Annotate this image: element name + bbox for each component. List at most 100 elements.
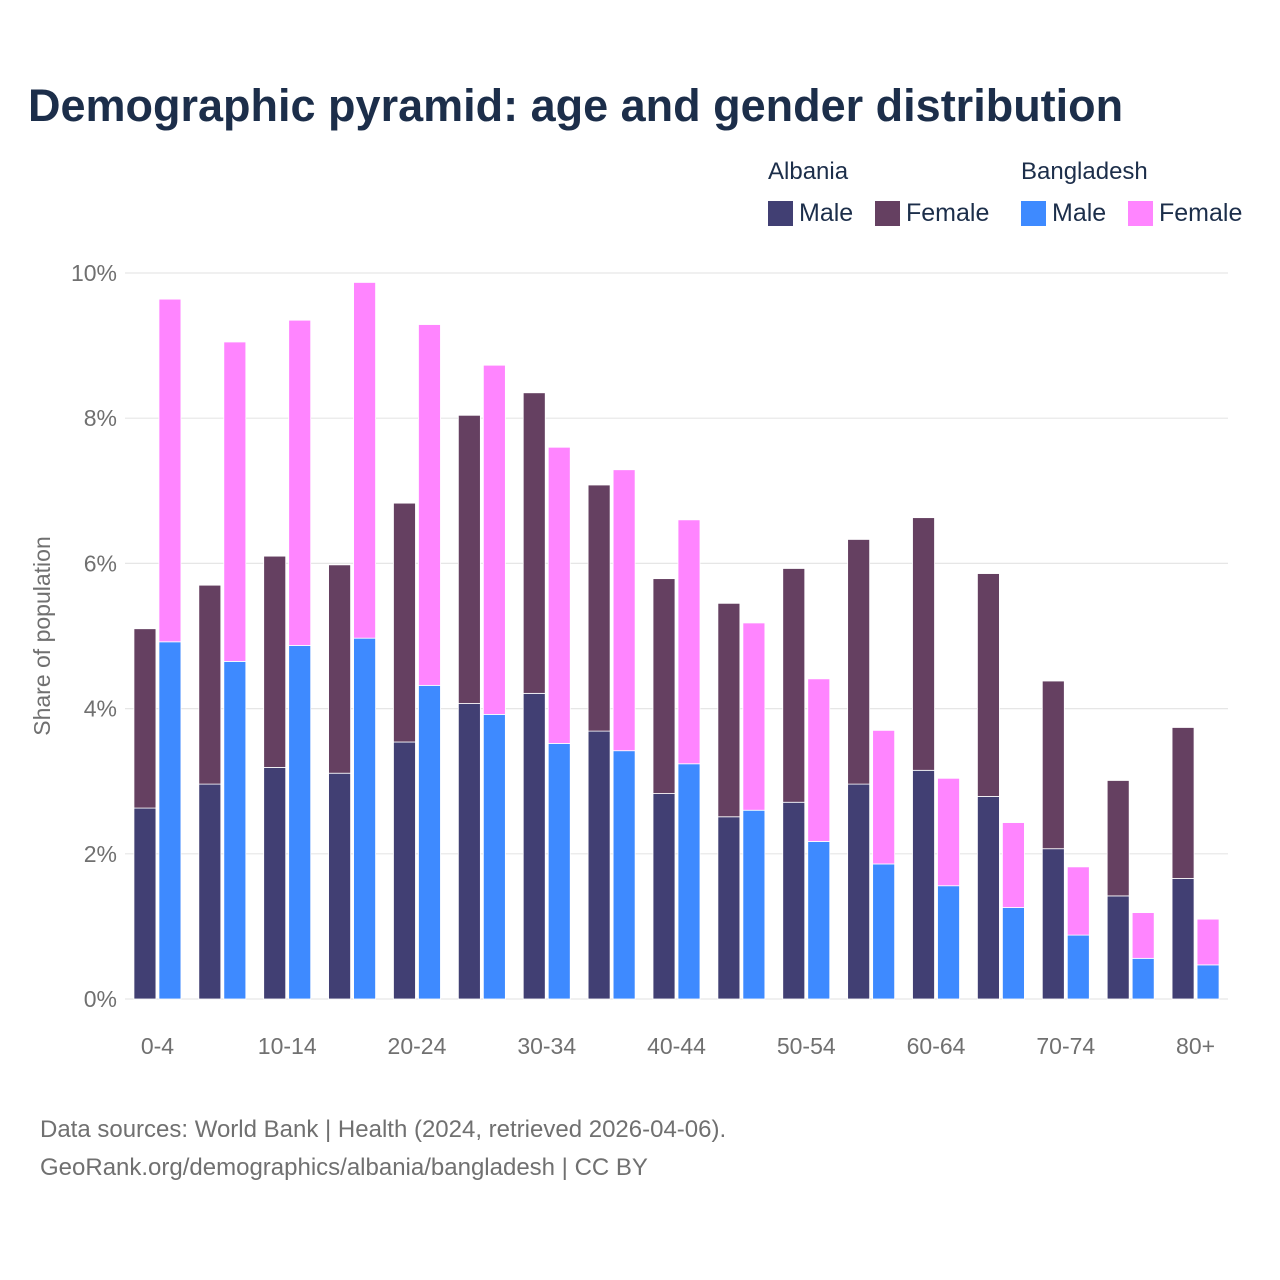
bar-bangladesh-female-70-74[interactable]	[1066, 866, 1090, 936]
bar-albania-male-75-79[interactable]	[1106, 895, 1130, 1000]
bar-albania-female-30-34[interactable]	[522, 392, 546, 694]
bar-albania-female-80plus[interactable]	[1171, 727, 1195, 879]
bar-albania-female-35-39[interactable]	[587, 484, 611, 732]
bar-bangladesh-male-0-4[interactable]	[158, 641, 182, 1000]
bar-albania-female-65-69[interactable]	[977, 573, 1000, 797]
x-tick-label: 20-24	[388, 1033, 447, 1059]
bar-bangladesh-female-20-24[interactable]	[418, 324, 441, 686]
y-axis-label: Share of population	[29, 536, 55, 736]
bar-albania-male-35-39[interactable]	[587, 730, 611, 1000]
legend-swatch-albania-female	[875, 200, 900, 226]
bar-albania-female-70-74[interactable]	[1041, 680, 1065, 850]
legend-label-bangladesh-male: Male	[1052, 198, 1107, 227]
bar-bangladesh-male-10-14[interactable]	[288, 645, 312, 1000]
bar-bangladesh-male-80plus[interactable]	[1196, 964, 1220, 1000]
bar-bangladesh-male-55-59[interactable]	[872, 863, 896, 1000]
bar-bangladesh-female-5-9[interactable]	[223, 341, 247, 662]
y-tick-label: 6%	[84, 550, 117, 576]
bar-bangladesh-male-45-49[interactable]	[742, 809, 766, 1000]
bar-albania-male-55-59[interactable]	[847, 783, 871, 1000]
bar-bangladesh-male-75-79[interactable]	[1131, 957, 1155, 1000]
bar-bangladesh-female-50-54[interactable]	[807, 678, 831, 842]
bar-bangladesh-female-60-64[interactable]	[937, 777, 960, 887]
bar-bangladesh-female-0-4[interactable]	[158, 298, 182, 643]
bar-albania-male-70-74[interactable]	[1041, 848, 1065, 1000]
legend-label-albania-female: Female	[906, 198, 990, 227]
x-tick-label: 30-34	[517, 1033, 576, 1059]
bar-bangladesh-female-65-69[interactable]	[1002, 822, 1025, 908]
y-tick-label: 4%	[84, 696, 117, 722]
bar-albania-female-15-19[interactable]	[328, 564, 351, 774]
bar-bangladesh-male-30-34[interactable]	[547, 743, 571, 1000]
bar-albania-female-25-29[interactable]	[457, 414, 481, 704]
chart-title: Demographic pyramid: age and gender dist…	[28, 80, 1124, 131]
bar-bangladesh-female-45-49[interactable]	[742, 622, 766, 811]
y-tick-label: 0%	[84, 986, 117, 1012]
bar-albania-male-80plus[interactable]	[1171, 878, 1195, 1000]
bar-bangladesh-female-75-79[interactable]	[1131, 912, 1155, 959]
legend-item-albania-male[interactable]: Male	[768, 198, 853, 228]
bar-bangladesh-female-25-29[interactable]	[482, 364, 506, 715]
bar-albania-male-45-49[interactable]	[717, 816, 741, 1000]
bar-albania-female-10-14[interactable]	[263, 555, 287, 768]
bar-albania-male-15-19[interactable]	[328, 772, 351, 1000]
bar-albania-male-25-29[interactable]	[457, 703, 481, 1000]
legend-swatch-bangladesh-female	[1128, 200, 1153, 226]
bar-bangladesh-male-25-29[interactable]	[482, 714, 506, 1000]
bar-albania-male-5-9[interactable]	[198, 783, 222, 1000]
bar-albania-female-50-54[interactable]	[782, 568, 806, 803]
source-line-1: Data sources: World Bank | Health (2024,…	[40, 1116, 727, 1143]
bar-albania-female-55-59[interactable]	[847, 539, 871, 785]
legend-item-albania-female[interactable]: Female	[875, 198, 989, 228]
bar-bangladesh-female-80plus[interactable]	[1196, 918, 1220, 966]
bar-albania-male-30-34[interactable]	[522, 692, 546, 1000]
legend-swatch-bangladesh-male	[1021, 200, 1046, 226]
bar-bangladesh-male-70-74[interactable]	[1066, 934, 1090, 1000]
bar-bangladesh-female-40-44[interactable]	[677, 519, 701, 765]
bar-albania-female-20-24[interactable]	[393, 502, 416, 743]
bar-albania-male-50-54[interactable]	[782, 801, 806, 1000]
bar-albania-male-20-24[interactable]	[393, 741, 416, 1000]
x-tick-label: 70-74	[1036, 1033, 1095, 1059]
bar-albania-male-40-44[interactable]	[652, 793, 676, 1000]
bar-albania-female-60-64[interactable]	[912, 517, 935, 771]
bar-bangladesh-female-35-39[interactable]	[612, 469, 636, 752]
bar-bangladesh-female-55-59[interactable]	[872, 729, 896, 865]
bar-bangladesh-male-65-69[interactable]	[1002, 907, 1025, 1000]
legend-item-bangladesh-female[interactable]: Female	[1128, 198, 1242, 228]
x-tick-label: 80+	[1176, 1033, 1215, 1059]
legend-title-albania: Albania	[768, 158, 849, 185]
bar-bangladesh-male-5-9[interactable]	[223, 661, 247, 1000]
y-tick-label: 2%	[84, 841, 117, 867]
source-line-2: GeoRank.org/demographics/albania/banglad…	[40, 1154, 648, 1181]
bar-bangladesh-female-10-14[interactable]	[288, 319, 312, 646]
bar-albania-female-5-9[interactable]	[198, 584, 222, 785]
bar-albania-female-75-79[interactable]	[1106, 780, 1130, 897]
axis-layer: 0% 2% 4% 6% 8% 10% 0-4 10-14 20-24 30-34 40-44 50-5…	[71, 260, 1215, 1059]
legend-swatch-albania-male	[768, 200, 793, 226]
bar-albania-male-0-4[interactable]	[133, 807, 157, 1000]
legend-label-bangladesh-female: Female	[1159, 198, 1243, 227]
bar-bangladesh-male-35-39[interactable]	[612, 750, 636, 1000]
bar-layer	[133, 282, 1220, 1000]
bar-bangladesh-female-30-34[interactable]	[547, 446, 571, 744]
bar-albania-female-40-44[interactable]	[652, 578, 676, 794]
legend-label-albania-male: Male	[799, 198, 854, 227]
bar-bangladesh-male-15-19[interactable]	[353, 637, 376, 1000]
bar-albania-female-45-49[interactable]	[717, 602, 741, 818]
bar-bangladesh-male-60-64[interactable]	[937, 885, 960, 1000]
bar-bangladesh-male-40-44[interactable]	[677, 763, 701, 1000]
legend-title-bangladesh: Bangladesh	[1021, 158, 1148, 185]
bar-albania-male-65-69[interactable]	[977, 796, 1000, 1000]
bar-albania-male-60-64[interactable]	[912, 769, 935, 1000]
bar-bangladesh-female-15-19[interactable]	[353, 282, 376, 639]
bar-bangladesh-male-50-54[interactable]	[807, 841, 831, 1000]
bar-albania-male-10-14[interactable]	[263, 767, 287, 1000]
bar-bangladesh-male-20-24[interactable]	[418, 684, 441, 1000]
y-tick-label: 10%	[71, 260, 117, 286]
y-tick-label: 8%	[84, 405, 117, 431]
x-tick-label: 50-54	[777, 1033, 836, 1059]
bar-albania-female-0-4[interactable]	[133, 628, 157, 809]
legend-item-bangladesh-male[interactable]: Male	[1021, 198, 1106, 228]
